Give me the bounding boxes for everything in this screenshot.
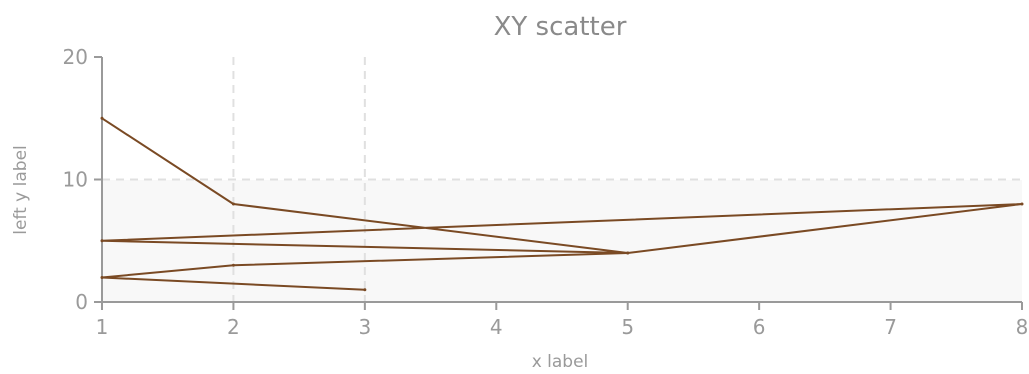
plot-background-band bbox=[102, 180, 1022, 302]
data-point bbox=[100, 239, 104, 243]
y-axis-label: left y label bbox=[11, 145, 31, 235]
x-tick-label: 7 bbox=[884, 315, 897, 339]
data-point bbox=[231, 263, 235, 267]
series-layer bbox=[100, 116, 1024, 292]
data-point bbox=[1020, 202, 1024, 206]
x-tick-label: 2 bbox=[227, 315, 240, 339]
x-tick-label: 1 bbox=[96, 315, 109, 339]
x-tick-label: 4 bbox=[490, 315, 503, 339]
data-point bbox=[100, 276, 104, 279]
x-tick-label: 5 bbox=[621, 315, 634, 339]
data-point bbox=[626, 251, 630, 255]
x-tick-label: 6 bbox=[753, 315, 766, 339]
data-point bbox=[100, 116, 104, 120]
x-tick-label: 8 bbox=[1016, 315, 1029, 339]
chart-title: XY scatter bbox=[494, 12, 627, 42]
data-point bbox=[231, 202, 235, 206]
y-tick-label: 10 bbox=[63, 168, 88, 192]
y-tick-label: 0 bbox=[75, 290, 88, 314]
ticks-layer: 1 2 3 4 5 6 7 8 0 10 20 bbox=[63, 45, 1029, 339]
x-tick-label: 3 bbox=[358, 315, 371, 339]
x-axis-label: x label bbox=[532, 352, 589, 372]
data-point bbox=[363, 288, 367, 292]
y-tick-label: 20 bbox=[63, 45, 88, 69]
